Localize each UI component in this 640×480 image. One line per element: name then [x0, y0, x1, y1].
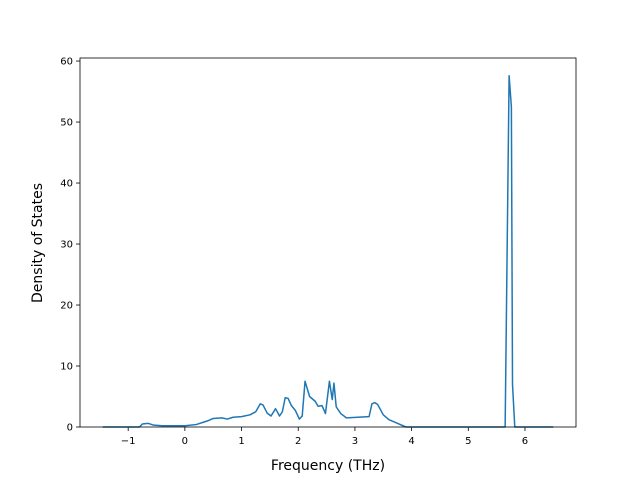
plot-frame	[79, 57, 577, 428]
x-tick-label: −1	[121, 436, 136, 447]
y-axis-label: Density of States	[30, 183, 46, 303]
y-tick-label: 40	[60, 179, 73, 190]
x-tick-label: 3	[352, 436, 358, 447]
data-line	[102, 74, 554, 428]
x-tick-label: 2	[295, 436, 301, 447]
y-tick-label: 10	[60, 362, 73, 373]
x-tick-label: 1	[238, 436, 244, 447]
x-tick-label: 4	[408, 436, 414, 447]
y-tick-label: 0	[67, 423, 73, 434]
y-tick-label: 20	[60, 301, 73, 312]
x-tick-label: 6	[522, 436, 528, 447]
y-tick-label: 30	[60, 240, 73, 251]
x-tick-label: 5	[465, 436, 471, 447]
x-tick-label: 0	[182, 436, 188, 447]
y-tick-label: 60	[60, 57, 73, 68]
x-axis-label: Frequency (THz)	[271, 458, 385, 474]
y-tick-label: 50	[60, 118, 73, 129]
